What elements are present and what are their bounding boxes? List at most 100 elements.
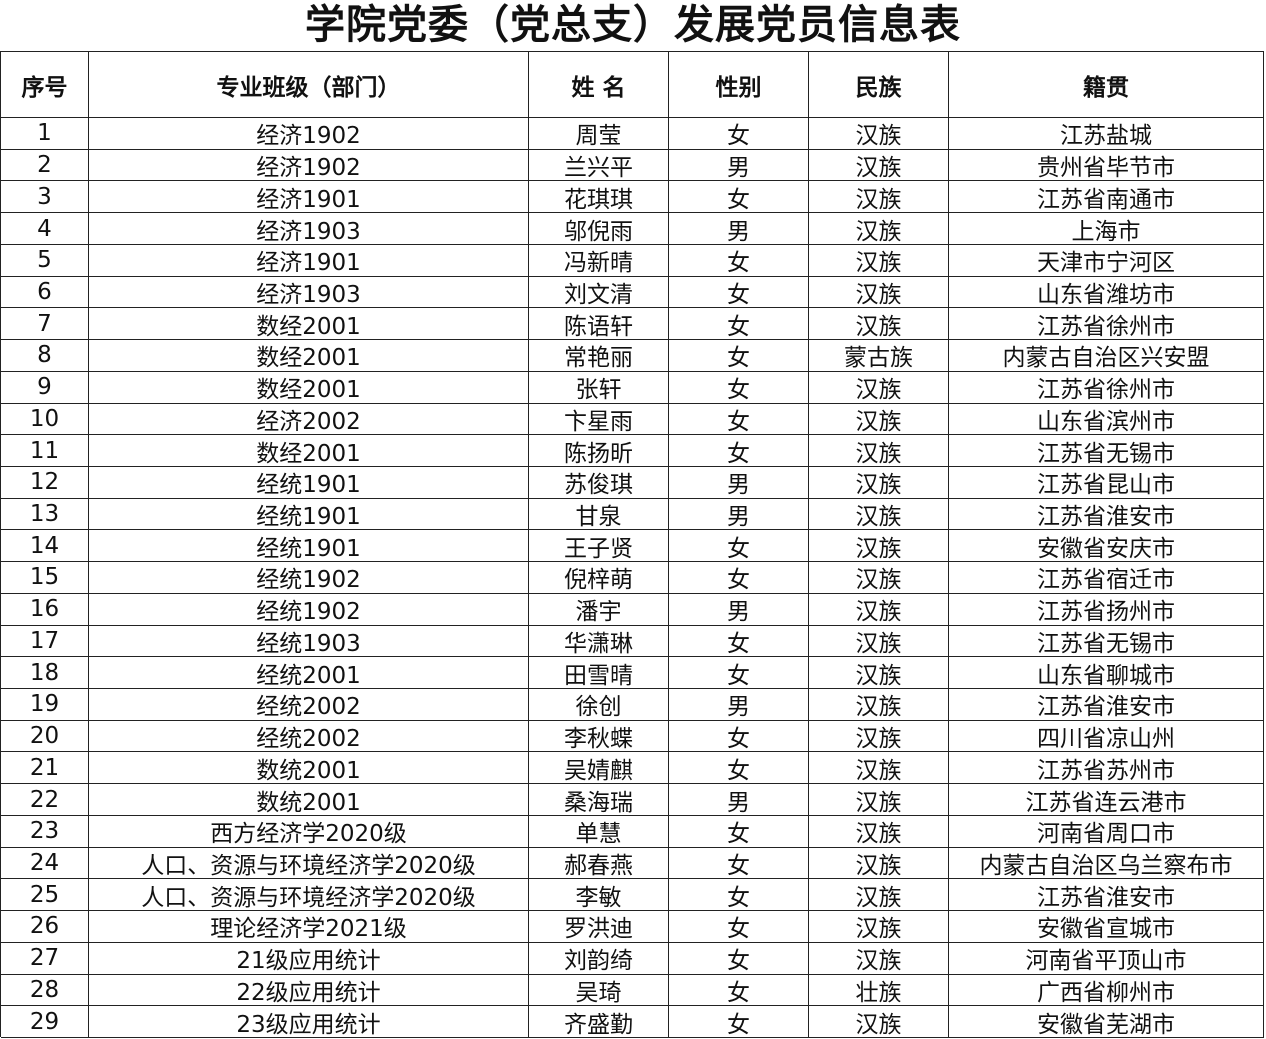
table-cell: 汉族 (809, 118, 949, 150)
table-cell: 经统2002 (89, 720, 529, 753)
table-cell: 经济1901 (89, 181, 529, 214)
table-cell: 刘文清 (529, 276, 669, 309)
table-cell: 14 (1, 530, 89, 563)
table-cell: 女 (669, 942, 809, 975)
table-cell: 上海市 (949, 213, 1264, 245)
table-cell: 江苏省连云港市 (949, 784, 1264, 816)
table-cell: 陈扬昕 (529, 435, 669, 467)
table-cell: 6 (1, 276, 89, 309)
table-cell: 潘宇 (529, 593, 669, 626)
table-cell: 王子贤 (529, 530, 669, 563)
table-cell: 9 (1, 371, 89, 404)
table-cell: 江苏省淮安市 (949, 879, 1264, 912)
table-cell: 男 (669, 689, 809, 721)
table-cell: 山东省潍坊市 (949, 276, 1264, 309)
column-header: 民族 (809, 52, 949, 118)
table-cell: 女 (669, 118, 809, 150)
table-cell: 数统2001 (89, 784, 529, 816)
table-cell: 13 (1, 498, 89, 531)
table-cell: 19 (1, 689, 89, 721)
table-cell: 男 (669, 593, 809, 626)
table-cell: 经统2002 (89, 689, 529, 721)
table-cell: 苏俊琪 (529, 466, 669, 499)
column-header: 序号 (1, 52, 89, 118)
table-cell: 经统1902 (89, 593, 529, 626)
table-cell: 汉族 (809, 625, 949, 658)
table-cell: 吴婧麒 (529, 752, 669, 785)
table-cell: 经济1903 (89, 213, 529, 245)
table-cell: 女 (669, 435, 809, 467)
table-cell: 29 (1, 1006, 89, 1038)
table-cell: 女 (669, 911, 809, 943)
table-cell: 汉族 (809, 593, 949, 626)
table-cell: 3 (1, 181, 89, 214)
table-cell: 女 (669, 308, 809, 341)
table-cell: 陈语轩 (529, 308, 669, 341)
table-cell: 汉族 (809, 276, 949, 309)
table-cell: 田雪晴 (529, 657, 669, 690)
table-cell: 华潇琳 (529, 625, 669, 658)
table-cell: 单慧 (529, 815, 669, 848)
table-cell: 徐创 (529, 689, 669, 721)
table-cell: 汉族 (809, 1006, 949, 1038)
table-cell: 汉族 (809, 911, 949, 943)
table-cell: 张轩 (529, 371, 669, 404)
table-cell: 女 (669, 530, 809, 563)
table-cell: 汉族 (809, 149, 949, 182)
table-cell: 15 (1, 562, 89, 594)
table-cell: 齐盛勤 (529, 1006, 669, 1038)
table-cell: 贵州省毕节市 (949, 149, 1264, 182)
table-cell: 女 (669, 403, 809, 436)
table-cell: 汉族 (809, 435, 949, 467)
table-cell: 汉族 (809, 213, 949, 245)
table-cell: 女 (669, 276, 809, 309)
table-cell: 汉族 (809, 181, 949, 214)
table-cell: 西方经济学2020级 (89, 815, 529, 848)
table-cell: 女 (669, 657, 809, 690)
table-cell: 汉族 (809, 847, 949, 880)
table-cell: 汉族 (809, 815, 949, 848)
table-cell: 卞星雨 (529, 403, 669, 436)
table-cell: 汉族 (809, 466, 949, 499)
table-cell: 汉族 (809, 562, 949, 594)
table-cell: 2 (1, 149, 89, 182)
table-cell: 7 (1, 308, 89, 341)
table-cell: 汉族 (809, 720, 949, 753)
table-cell: 经统1903 (89, 625, 529, 658)
table-cell: 罗洪迪 (529, 911, 669, 943)
table-cell: 刘韵绮 (529, 942, 669, 975)
table-cell: 邬倪雨 (529, 213, 669, 245)
table-cell: 常艳丽 (529, 340, 669, 372)
table-cell: 江苏省苏州市 (949, 752, 1264, 785)
table-cell: 汉族 (809, 498, 949, 531)
table-cell: 女 (669, 181, 809, 214)
table-cell: 安徽省宣城市 (949, 911, 1264, 943)
table-cell: 经济1903 (89, 276, 529, 309)
table-cell: 5 (1, 244, 89, 277)
table-cell: 18 (1, 657, 89, 690)
table-cell: 汉族 (809, 752, 949, 785)
table-cell: 汉族 (809, 308, 949, 341)
table-cell: 25 (1, 879, 89, 912)
table-cell: 女 (669, 974, 809, 1007)
column-header: 姓 名 (529, 52, 669, 118)
table-cell: 江苏省淮安市 (949, 498, 1264, 531)
table-cell: 甘泉 (529, 498, 669, 531)
table-cell: 男 (669, 149, 809, 182)
column-header: 专业班级（部门） (89, 52, 529, 118)
table-cell: 经统1902 (89, 562, 529, 594)
table-cell: 数经2001 (89, 308, 529, 341)
table-cell: 兰兴平 (529, 149, 669, 182)
table-cell: 22级应用统计 (89, 974, 529, 1007)
table-cell: 男 (669, 784, 809, 816)
column-header: 籍贯 (949, 52, 1264, 118)
table-cell: 经济1901 (89, 244, 529, 277)
table-cell: 数经2001 (89, 371, 529, 404)
title: 学院党委（党总支）发展党员信息表 (305, 2, 961, 48)
table-cell: 李敏 (529, 879, 669, 912)
table-cell: 河南省平顶山市 (949, 942, 1264, 975)
table-cell: 27 (1, 942, 89, 975)
table-cell: 吴琦 (529, 974, 669, 1007)
table-cell: 17 (1, 625, 89, 658)
